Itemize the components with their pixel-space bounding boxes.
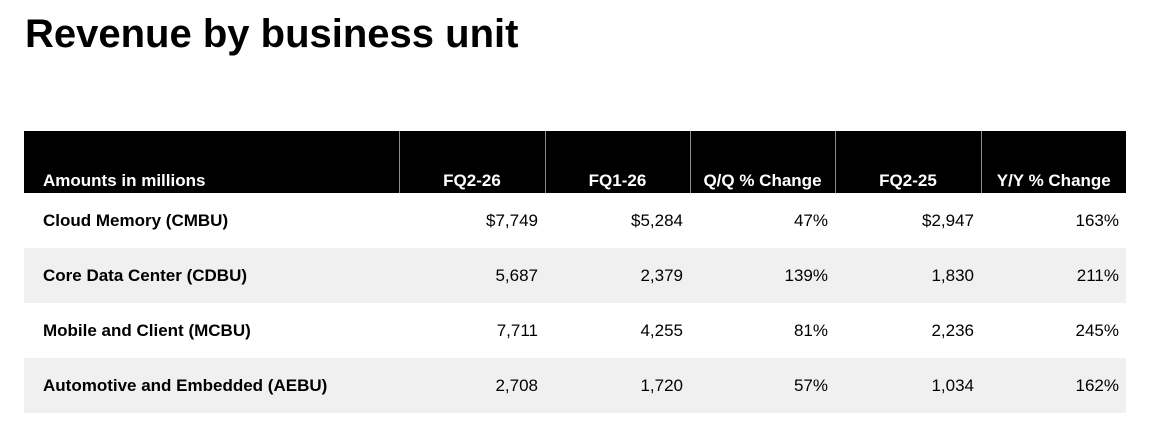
row-label: Mobile and Client (MCBU) xyxy=(43,320,251,340)
cell-value: 7,711 xyxy=(496,320,538,340)
table-row: Cloud Memory (CMBU) $7,749 $5,284 47% $2,947… xyxy=(24,193,1126,248)
column-header: Q/Q % Change xyxy=(689,131,835,193)
cell-value: 5,687 xyxy=(399,248,545,303)
table-row: Core Data Center (CDBU) 5,687 2,379 139% 1,8… xyxy=(24,248,1126,303)
header-row: Amounts in millions FQ2-26 FQ1-26 Q/Q % Cha… xyxy=(24,131,1126,193)
cell-value: $7,749 xyxy=(486,210,538,230)
cell-value: 163% xyxy=(1075,210,1119,230)
table-row: Automotive and Embedded (AEBU) 2,708 1,720… xyxy=(24,358,1126,413)
row-label: Automotive and Embedded (AEBU) xyxy=(24,358,399,413)
cell-value: $2,947 xyxy=(922,210,974,230)
cell-value: 245% xyxy=(1075,320,1119,340)
column-header: FQ2-25 xyxy=(834,131,981,193)
column-header: FQ2-26 xyxy=(398,131,545,193)
cell-value: 1,830 xyxy=(835,248,981,303)
cell-value: 47% xyxy=(793,210,828,230)
cell-value: 57% xyxy=(690,358,835,413)
row-label: Core Data Center (CDBU) xyxy=(24,248,399,303)
cell-value: 139% xyxy=(690,248,835,303)
table-row: Mobile and Client (MCBU) 7,711 4,255 81% 2,2… xyxy=(24,303,1126,358)
cell-value: 4,255 xyxy=(640,320,683,340)
cell-value: $5,284 xyxy=(631,210,683,230)
row-label: Cloud Memory (CMBU) xyxy=(43,210,229,230)
cell-value: 81% xyxy=(793,320,828,340)
cell-value: 1,720 xyxy=(545,358,690,413)
cell-value: 211% xyxy=(981,248,1126,303)
cell-value: 162% xyxy=(981,358,1126,413)
column-header: Y/Y % Change xyxy=(980,131,1126,193)
cell-value: 2,379 xyxy=(545,248,690,303)
table-body: Cloud Memory (CMBU) $7,749 $5,284 47% $2,947… xyxy=(24,193,1126,413)
revenue-table: Amounts in millions FQ2-26 FQ1-26 Q/Q % Cha… xyxy=(24,131,1126,413)
cell-value: 1,034 xyxy=(835,358,981,413)
cell-value: 2,708 xyxy=(399,358,545,413)
column-header: FQ1-26 xyxy=(544,131,690,193)
column-header: Amounts in millions xyxy=(24,131,399,193)
page-title: Revenue by business unit xyxy=(25,12,519,56)
cell-value: 2,236 xyxy=(931,320,974,340)
